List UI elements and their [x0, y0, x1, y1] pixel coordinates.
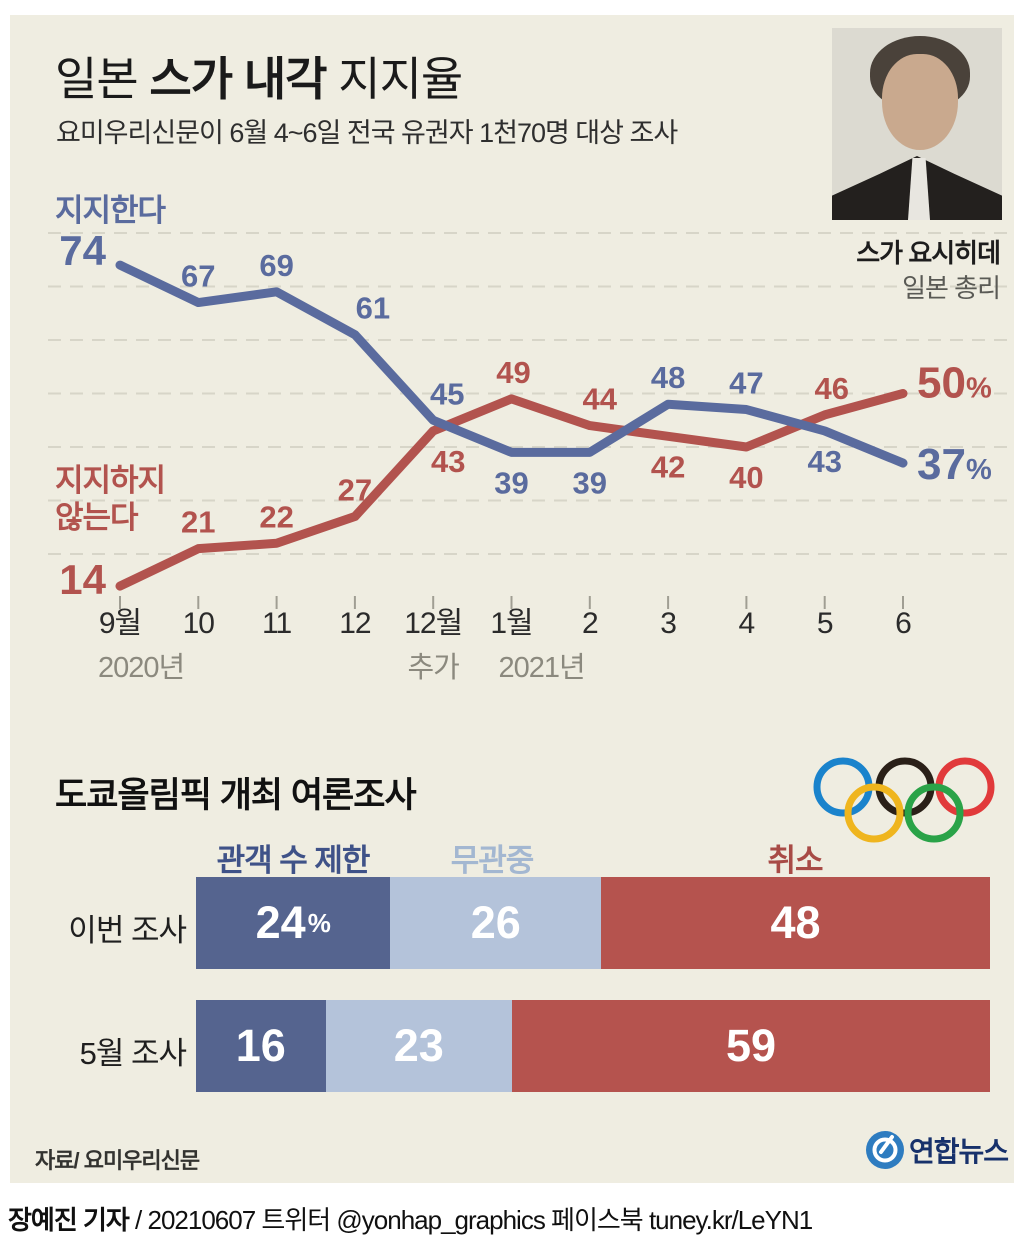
yonhap-logo: 연합뉴스: [865, 1127, 1009, 1173]
survey-subtitle: 요미우리신문이 6월 4~6일 전국 유권자 1천70명 대상 조사: [56, 118, 678, 148]
stacked-bar-row: 16 23 59: [196, 1000, 990, 1092]
suga-photo: [832, 28, 1002, 220]
bar-segment: 26: [390, 877, 602, 969]
svg-text:12월: 12월: [404, 607, 462, 640]
svg-text:48: 48: [651, 360, 685, 395]
svg-text:50%: 50%: [917, 359, 992, 408]
percent-suffix: %: [307, 907, 331, 938]
byline-rest: / 20210607 트위터 @yonhap_graphics 페이스북 tun…: [128, 1205, 813, 1235]
svg-text:21: 21: [181, 505, 215, 540]
yonhap-logo-icon: [865, 1131, 904, 1169]
legend-limit-spectators: 관객 수 제한: [216, 843, 371, 878]
footer-byline: 장예진 기자 / 20210607 트위터 @yonhap_graphics 페…: [8, 1200, 813, 1237]
svg-text:10: 10: [183, 607, 215, 640]
svg-text:42: 42: [651, 449, 685, 484]
svg-text:44: 44: [583, 382, 618, 417]
svg-text:4: 4: [739, 607, 755, 640]
svg-text:61: 61: [356, 291, 390, 326]
svg-text:11: 11: [262, 607, 291, 640]
photo-face-shape: [882, 54, 958, 150]
svg-text:6: 6: [895, 607, 911, 640]
svg-text:40: 40: [729, 460, 763, 495]
olympics-section-title: 도쿄올림픽 개최 여론조사: [55, 776, 417, 815]
svg-text:67: 67: [181, 259, 215, 294]
svg-text:추가: 추가: [408, 652, 460, 684]
svg-text:2021년: 2021년: [499, 652, 585, 684]
legend-cancel: 취소: [767, 843, 823, 878]
svg-text:69: 69: [259, 248, 293, 283]
olympic-rings-icon: [813, 757, 995, 843]
svg-text:45: 45: [430, 376, 464, 411]
bar-segment: 16: [196, 1000, 326, 1092]
photo-shirt-shape: [908, 158, 930, 220]
legend-no-spectators: 무관중: [450, 843, 535, 878]
reporter-name: 장예진 기자: [8, 1205, 130, 1235]
svg-text:43: 43: [807, 444, 841, 479]
svg-text:46: 46: [814, 371, 848, 406]
svg-text:37%: 37%: [917, 440, 992, 489]
approve-series-label: 지지한다: [55, 193, 166, 228]
bar-row-label: 이번 조사: [68, 913, 187, 948]
page-title: 일본 스가 내각 지지율: [55, 43, 463, 109]
bar-segment: 23: [325, 1000, 512, 1092]
svg-text:39: 39: [494, 465, 528, 500]
svg-text:22: 22: [259, 499, 293, 534]
photo-caption-role: 일본 총리: [902, 273, 1001, 303]
svg-text:14: 14: [59, 556, 106, 603]
svg-text:9월: 9월: [99, 607, 141, 640]
source-credit: 자료/ 요미우리신문: [35, 1148, 200, 1173]
photo-caption-name: 스가 요시히데: [856, 238, 1001, 268]
svg-text:1월: 1월: [490, 607, 532, 640]
svg-text:12: 12: [339, 607, 371, 640]
svg-text:27: 27: [338, 473, 372, 508]
svg-text:2: 2: [582, 607, 598, 640]
svg-text:49: 49: [496, 355, 530, 390]
stacked-bar-row: 24% 26 48: [196, 877, 990, 969]
svg-text:47: 47: [729, 366, 763, 401]
svg-text:3: 3: [660, 607, 676, 640]
svg-text:43: 43: [431, 444, 465, 479]
bar-segment: 59: [511, 1000, 990, 1092]
bar-row-label: 5월 조사: [79, 1036, 187, 1071]
title-part-regular2: 지지율: [326, 53, 463, 105]
svg-text:74: 74: [59, 227, 106, 274]
svg-text:2020년: 2020년: [98, 652, 184, 684]
bar-segment: 24%: [196, 877, 391, 969]
title-part-bold: 스가 내각: [149, 53, 327, 105]
disapprove-series-label: 지지하지 않는다: [55, 463, 166, 535]
bar-segment: 48: [601, 877, 990, 969]
svg-text:5: 5: [817, 607, 833, 640]
title-part-regular: 일본: [55, 53, 150, 105]
svg-text:39: 39: [573, 465, 607, 500]
infographic-panel: 9월 10 11 12 12월 1월 2 3 4 5 6 2020년 추가 2021년 74 67 69 61 45…: [10, 15, 1014, 1183]
yonhap-logo-text: 연합뉴스: [908, 1136, 1009, 1167]
